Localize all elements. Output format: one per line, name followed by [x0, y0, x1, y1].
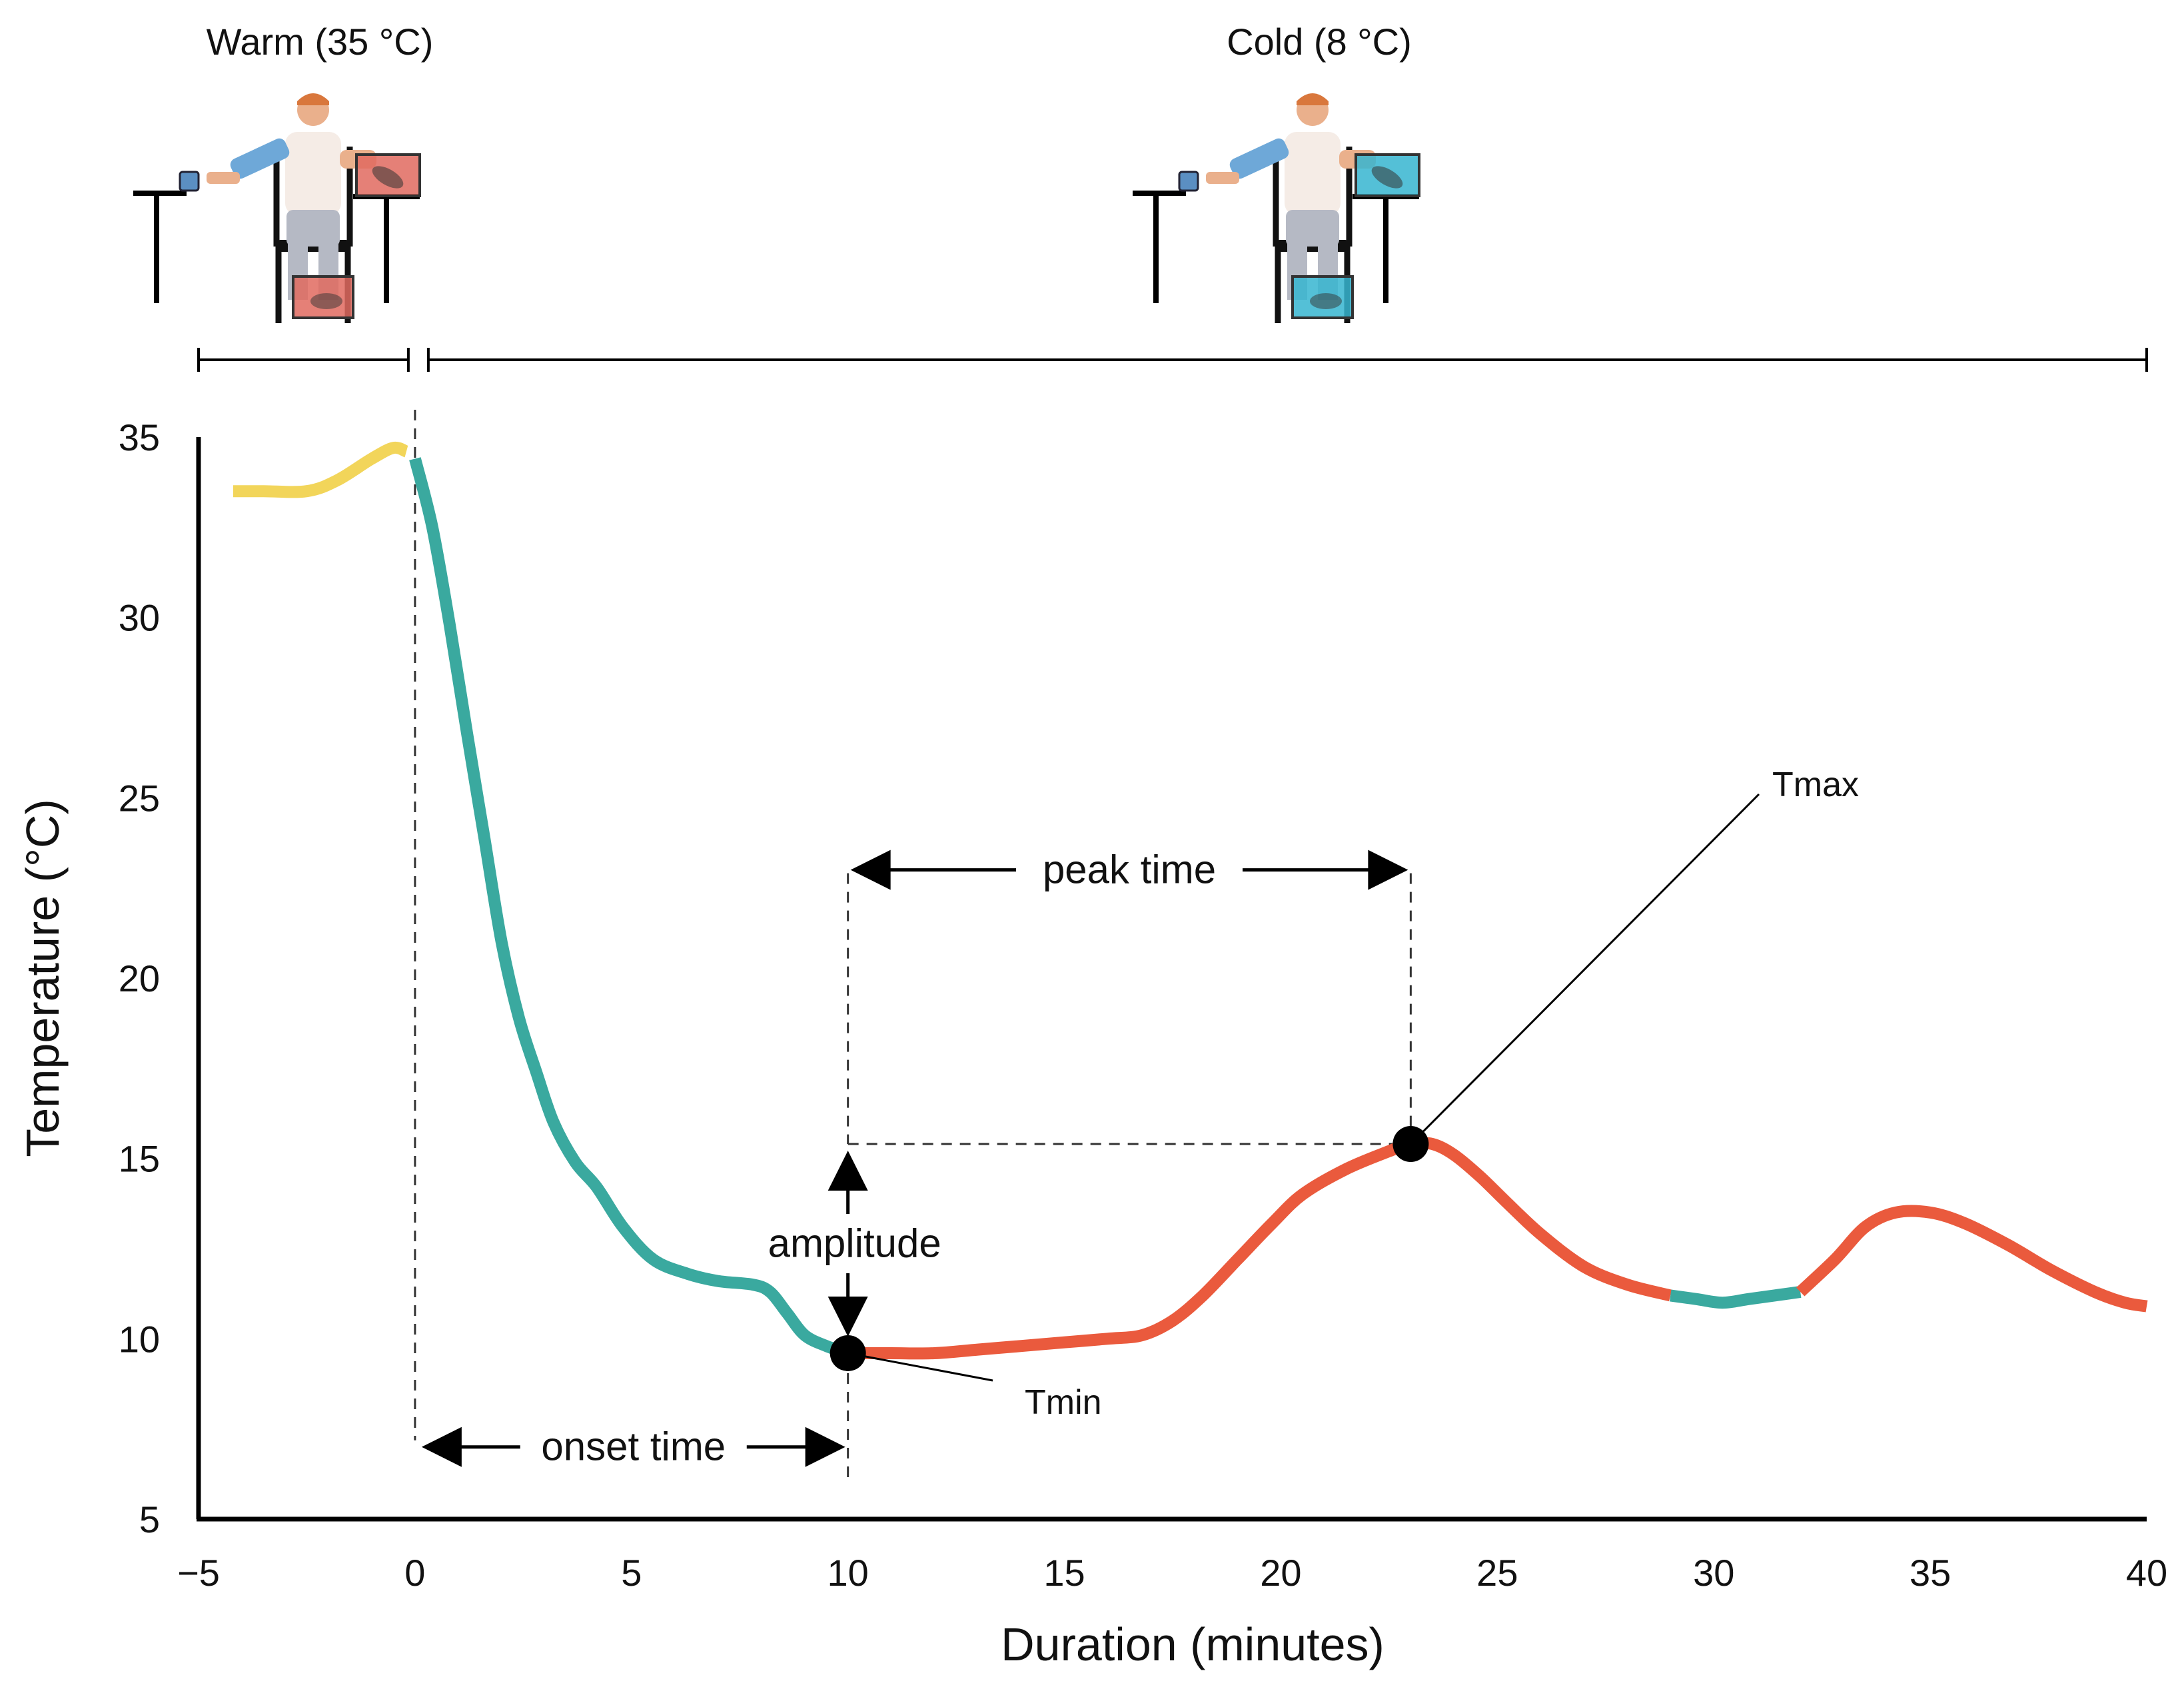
- tmax-label: Tmax: [1772, 766, 1859, 804]
- immersed-foot: [310, 293, 342, 309]
- y-tick-label: 20: [119, 957, 160, 999]
- torso: [285, 132, 341, 215]
- hair: [1297, 93, 1329, 105]
- amplitude-label: amplitude: [768, 1221, 941, 1266]
- y-tick-label: 5: [139, 1498, 160, 1540]
- onset-time-arrow-left-head: [421, 1426, 462, 1467]
- x-tick-label: 40: [2126, 1552, 2167, 1594]
- x-axis-ticks: −5 0 5 10 15 20 25 30 35 40: [177, 1552, 2167, 1594]
- axes: [196, 437, 2147, 1522]
- x-tick-label: 10: [827, 1552, 869, 1594]
- tmin-leader-line: [847, 1352, 993, 1382]
- arm-cuff: [230, 138, 290, 179]
- x-tick-label: 15: [1043, 1552, 1085, 1594]
- annotations: onset time peak time amplitude: [421, 847, 1408, 1469]
- seated-person-illustration-2: [1133, 93, 1420, 323]
- y-tick-label: 10: [119, 1318, 160, 1360]
- phase-label-2: Cold (8 °C): [1227, 21, 1412, 63]
- x-tick-label: 20: [1260, 1552, 1301, 1594]
- x-tick-label: 30: [1693, 1552, 1734, 1594]
- phase-labels: Warm (35 °C) Cold (8 °C): [207, 21, 1412, 63]
- y-tick-label: 15: [119, 1138, 160, 1180]
- tmin-label: Tmin: [1025, 1383, 1102, 1422]
- x-tick-label: −5: [177, 1552, 220, 1594]
- lap: [1286, 210, 1339, 247]
- peak-time-arrow-left-head: [850, 849, 891, 890]
- peak-time-label: peak time: [1043, 847, 1216, 892]
- immersed-hand: [1371, 166, 1403, 189]
- phase-brackets: [197, 348, 2148, 372]
- y-axis-title: Temperature (°C): [17, 799, 69, 1157]
- x-tick-label: 0: [404, 1552, 425, 1594]
- guide-lines: [414, 410, 1412, 1480]
- y-tick-label: 35: [119, 416, 160, 458]
- amplitude-arrow-down-head: [827, 1296, 868, 1337]
- monitor-device: [1178, 171, 1199, 192]
- arm-cuff: [1229, 138, 1289, 179]
- key-points: Tmin Tmax: [829, 766, 1859, 1422]
- series-lines: [233, 441, 2148, 1360]
- series-line-2: [409, 457, 850, 1359]
- tmin-point: [829, 1335, 866, 1371]
- series-line-1: [233, 441, 409, 498]
- immersed-hand: [372, 166, 404, 189]
- phase-illustrations: [133, 93, 1420, 323]
- phase-label-1: Warm (35 °C): [207, 21, 434, 63]
- lap: [286, 210, 340, 247]
- x-tick-label: 25: [1476, 1552, 1518, 1594]
- y-axis-ticks: 5 10 15 20 25 30 35: [119, 416, 160, 1540]
- monitor-device: [179, 171, 200, 192]
- series-line-3: [847, 1137, 1672, 1360]
- x-axis-title: Duration (minutes): [1001, 1618, 1384, 1670]
- amplitude-arrow-up-head: [827, 1151, 868, 1191]
- onset-time-arrow-right-head: [805, 1426, 845, 1467]
- forearm: [207, 172, 240, 184]
- x-tick-label: 5: [621, 1552, 642, 1594]
- onset-time-label: onset time: [541, 1424, 726, 1469]
- y-tick-label: 30: [119, 597, 160, 639]
- hair: [297, 93, 329, 105]
- forearm: [1206, 172, 1239, 184]
- peak-time-arrow-right-head: [1368, 849, 1408, 890]
- x-tick-label: 35: [1910, 1552, 1951, 1594]
- immersed-foot: [1310, 293, 1342, 309]
- tmax-point: [1392, 1126, 1429, 1163]
- torso: [1285, 132, 1341, 215]
- y-tick-label: 25: [119, 777, 160, 819]
- series-line-5: [1796, 1205, 2148, 1313]
- tmax-leader-line: [1410, 793, 1760, 1145]
- series-line-4: [1669, 1286, 1802, 1309]
- seated-person-illustration-1: [133, 93, 421, 323]
